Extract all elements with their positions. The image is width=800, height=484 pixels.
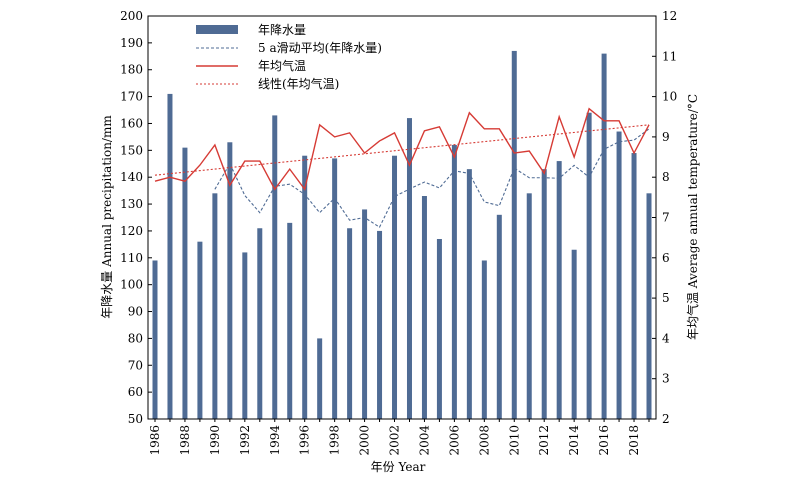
y-left-tick-label: 200	[120, 9, 143, 23]
bar-2009	[496, 214, 502, 419]
y-left-tick-label: 70	[128, 358, 143, 372]
bar-2011	[526, 193, 532, 419]
bar-1990	[212, 193, 218, 419]
bar-1993	[257, 228, 263, 419]
y-right-tick-label: 5	[662, 291, 670, 305]
plot-frame	[147, 15, 657, 420]
y-left-tick-label: 180	[120, 63, 143, 77]
y-left-tick-label: 60	[128, 385, 143, 399]
line-series	[154, 107, 650, 228]
bar-series	[152, 50, 652, 420]
bar-2017	[616, 131, 622, 419]
legend-label-temperature: 年均气温	[258, 58, 306, 73]
bar-2013	[556, 161, 562, 419]
bar-2007	[466, 169, 472, 419]
y-left-tick-label: 190	[120, 36, 143, 50]
bar-2005	[436, 238, 442, 419]
bar-2012	[541, 169, 547, 419]
y-left-tick-label: 150	[120, 143, 143, 157]
x-tick-label: 2018	[627, 425, 641, 456]
y-right-tick-label: 10	[662, 90, 677, 104]
bar-2010	[511, 50, 517, 419]
y-left-tick-label: 50	[128, 412, 143, 426]
bar-1992	[242, 252, 248, 419]
y-right-tick-label: 9	[662, 130, 670, 144]
bar-1995	[287, 222, 293, 419]
bar-2000	[362, 209, 368, 419]
bar-2008	[481, 260, 487, 419]
x-tick-label: 2008	[477, 425, 491, 456]
legend-label-moving-average: 5 a滑动平均(年降水量)	[258, 41, 382, 55]
y-right-tick-label: 6	[662, 251, 670, 265]
y-left-tick-label: 90	[128, 305, 143, 319]
x-tick-label: 1992	[238, 425, 252, 456]
temperature-line	[154, 107, 650, 191]
x-tick-label: 2010	[507, 425, 521, 456]
x-tick-label: 1986	[148, 425, 162, 456]
x-tick-label: 2006	[447, 425, 461, 456]
y-left-tick-label: 120	[120, 224, 143, 238]
y-left-tick-label: 130	[120, 197, 143, 211]
legend-label-trend: 线性(年均气温)	[258, 76, 339, 91]
x-tick-label: 1990	[208, 425, 222, 456]
y-axis-left-label: 年降水量 Annual precipitation/mm	[100, 115, 114, 319]
bar-1989	[197, 241, 203, 419]
x-tick-label: 1996	[298, 425, 312, 456]
x-tick-label: 2012	[537, 425, 551, 456]
y-left-tick-label: 110	[120, 251, 143, 265]
y-left-tick-label: 100	[120, 278, 143, 292]
bar-2001	[377, 230, 383, 419]
x-tick-label: 2014	[567, 425, 581, 456]
x-tick-label: 1994	[268, 425, 282, 456]
y-right-tick-label: 3	[662, 372, 670, 386]
bar-2018	[631, 153, 637, 419]
y-right-tick-label: 4	[662, 331, 670, 345]
y-left-tick-label: 160	[120, 116, 143, 130]
bar-1991	[227, 142, 233, 420]
bar-2003	[406, 118, 412, 420]
x-tick-label: 2002	[388, 425, 402, 456]
y-right-tick-label: 12	[662, 9, 677, 23]
y-axis-right-label: 年均气温 Average annual temperature/°C	[685, 94, 700, 340]
y-right-tick-label: 8	[662, 170, 670, 184]
bar-2019	[646, 193, 652, 419]
bar-2015	[586, 112, 592, 419]
legend-label-precipitation: 年降水量	[258, 23, 306, 37]
moving-average-line	[214, 128, 650, 228]
y-right-tick-label: 11	[662, 49, 677, 63]
bar-2002	[392, 155, 398, 419]
x-tick-label: 2004	[417, 425, 431, 456]
x-tick-label: 1988	[178, 425, 192, 456]
axes: 50 60 70 80 90 100 110 120 130 140 150 160 170 180 190…	[120, 9, 677, 456]
bar-2004	[421, 196, 427, 419]
bar-1996	[302, 155, 308, 419]
x-tick-label: 2000	[358, 425, 372, 456]
y-left-tick-label: 140	[120, 170, 143, 184]
bar-1998	[332, 158, 338, 420]
bar-2006	[451, 144, 457, 419]
y-left-tick-label: 80	[128, 331, 143, 345]
y-left-tick-label: 170	[120, 90, 143, 104]
bar-1987	[167, 93, 173, 419]
x-axis-label: 年份 Year	[371, 460, 426, 474]
bar-1986	[152, 260, 158, 419]
y-right-tick-label: 7	[662, 211, 670, 225]
legend-swatch-precipitation	[196, 25, 238, 34]
bar-1994	[272, 115, 278, 419]
bar-1988	[182, 147, 188, 419]
x-tick-label: 1998	[328, 425, 342, 456]
bar-1997	[317, 338, 323, 419]
bar-2016	[601, 53, 607, 419]
bar-2014	[571, 249, 577, 419]
y-right-tick-label: 2	[662, 412, 670, 426]
x-tick-label: 2016	[597, 425, 611, 456]
bar-1999	[347, 228, 353, 419]
